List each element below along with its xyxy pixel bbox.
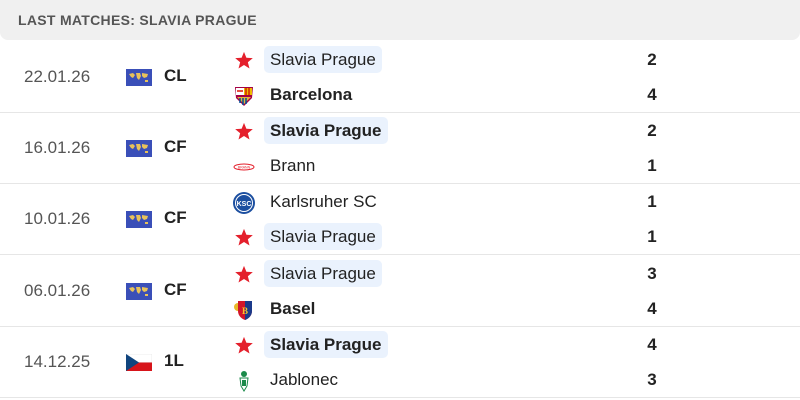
team-name[interactable]: Slavia Prague xyxy=(264,260,382,287)
team-home[interactable]: Slavia Prague 2 xyxy=(232,117,672,145)
world-map-icon xyxy=(126,140,152,157)
score: 4 xyxy=(647,299,657,318)
match-row[interactable]: 10.01.26 CF KSC Karlsruher SC 1 Slavia P… xyxy=(0,184,800,255)
team-home[interactable]: Slavia Prague 4 xyxy=(232,331,672,359)
barcelona-crest-icon xyxy=(232,84,256,108)
match-date: 22.01.26 xyxy=(24,67,91,86)
match-row[interactable]: 06.01.26 CF Slavia Prague 3 B Basel 4 xyxy=(0,256,800,327)
score: 1 xyxy=(647,227,657,246)
team-name[interactable]: Slavia Prague xyxy=(264,331,388,358)
competition-code: CF xyxy=(164,137,187,156)
match-row[interactable]: 14.12.25 1L Slavia Prague 4 Jablonec 3 xyxy=(0,327,800,398)
svg-text:B: B xyxy=(242,306,248,316)
svg-text:KSC: KSC xyxy=(237,201,252,208)
team-name[interactable]: Slavia Prague xyxy=(264,46,382,73)
world-map-icon xyxy=(126,69,152,86)
team-name[interactable]: Karlsruher SC xyxy=(270,192,377,211)
match-date: 14.12.25 xyxy=(24,352,91,371)
slavia-star-icon xyxy=(232,120,256,144)
score: 2 xyxy=(647,50,657,69)
basel-crest-icon: B xyxy=(232,298,256,322)
competition-code: CF xyxy=(164,280,187,299)
score: 1 xyxy=(647,192,657,211)
slavia-star-icon xyxy=(232,334,256,358)
competition-code: CL xyxy=(164,66,187,85)
brann-crest-icon: BRANN xyxy=(232,155,256,179)
jablonec-crest-icon xyxy=(232,369,256,393)
score: 3 xyxy=(647,370,657,389)
team-name[interactable]: Brann xyxy=(270,156,316,175)
team-name[interactable]: Slavia Prague xyxy=(264,117,388,144)
match-date: 06.01.26 xyxy=(24,281,91,300)
team-away[interactable]: Barcelona 4 xyxy=(232,81,672,109)
match-date: 16.01.26 xyxy=(24,138,91,157)
score: 3 xyxy=(647,264,657,283)
team-away[interactable]: BRANN Brann 1 xyxy=(232,152,672,180)
slavia-star-icon xyxy=(232,263,256,287)
competition-code: CF xyxy=(164,208,187,227)
team-name[interactable]: Barcelona xyxy=(270,85,353,104)
slavia-star-icon xyxy=(232,226,256,250)
world-map-icon xyxy=(126,211,152,228)
score: 2 xyxy=(647,121,657,140)
world-map-icon xyxy=(126,283,152,300)
team-name[interactable]: Slavia Prague xyxy=(264,223,382,250)
team-home[interactable]: KSC Karlsruher SC 1 xyxy=(232,188,672,216)
match-row[interactable]: 16.01.26 CF Slavia Prague 2 BRANN Brann … xyxy=(0,113,800,184)
ksc-crest-icon: KSC xyxy=(232,191,256,215)
team-home[interactable]: Slavia Prague 3 xyxy=(232,260,672,288)
team-name[interactable]: Basel xyxy=(270,299,316,318)
svg-text:BRANN: BRANN xyxy=(238,166,251,170)
section-title: LAST MATCHES: SLAVIA PRAGUE xyxy=(18,12,257,28)
competition-code: 1L xyxy=(164,351,184,370)
score: 1 xyxy=(647,156,657,175)
team-home[interactable]: Slavia Prague 2 xyxy=(232,46,672,74)
match-date: 10.01.26 xyxy=(24,209,91,228)
score: 4 xyxy=(647,85,657,104)
match-row[interactable]: 22.01.26 CL Slavia Prague 2 Barcelona 4 xyxy=(0,42,800,113)
team-away[interactable]: Jablonec 3 xyxy=(232,366,672,394)
section-header: LAST MATCHES: SLAVIA PRAGUE xyxy=(0,0,800,40)
team-away[interactable]: Slavia Prague 1 xyxy=(232,223,672,251)
team-away[interactable]: B Basel 4 xyxy=(232,295,672,323)
slavia-star-icon xyxy=(232,49,256,73)
score: 4 xyxy=(647,335,657,354)
czech-flag-icon xyxy=(125,353,153,371)
team-name[interactable]: Jablonec xyxy=(270,370,339,389)
